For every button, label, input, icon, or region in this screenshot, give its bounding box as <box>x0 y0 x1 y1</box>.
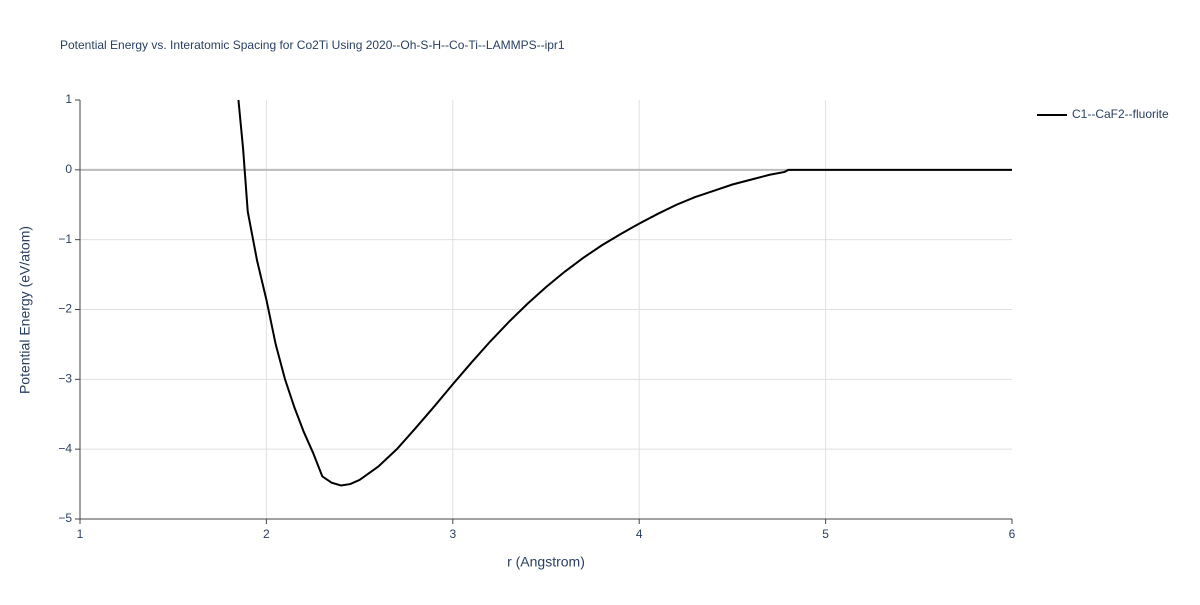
x-tick-label: 2 <box>263 527 270 541</box>
data-line <box>237 99 1012 487</box>
y-tick-label: −4 <box>58 441 72 455</box>
legend-label: C1--CaF2--fluorite <box>1072 107 1169 121</box>
y-tick-label: −2 <box>58 302 72 316</box>
y-tick-label: −5 <box>58 511 72 525</box>
y-tick-label: −3 <box>58 372 72 386</box>
x-tick-label: 6 <box>1009 527 1016 541</box>
x-tick-label: 5 <box>822 527 829 541</box>
chart-title: Potential Energy vs. Interatomic Spacing… <box>60 38 565 52</box>
y-tick-label: 0 <box>65 162 72 176</box>
x-tick-label: 4 <box>636 527 643 541</box>
y-axis-label: Potential Energy (eV/atom) <box>17 226 33 394</box>
x-axis-label: r (Angstrom) <box>507 554 585 570</box>
y-tick-label: −1 <box>58 232 72 246</box>
x-tick-label: 1 <box>77 527 84 541</box>
y-tick-label: 1 <box>65 92 72 106</box>
x-tick-label: 3 <box>449 527 456 541</box>
